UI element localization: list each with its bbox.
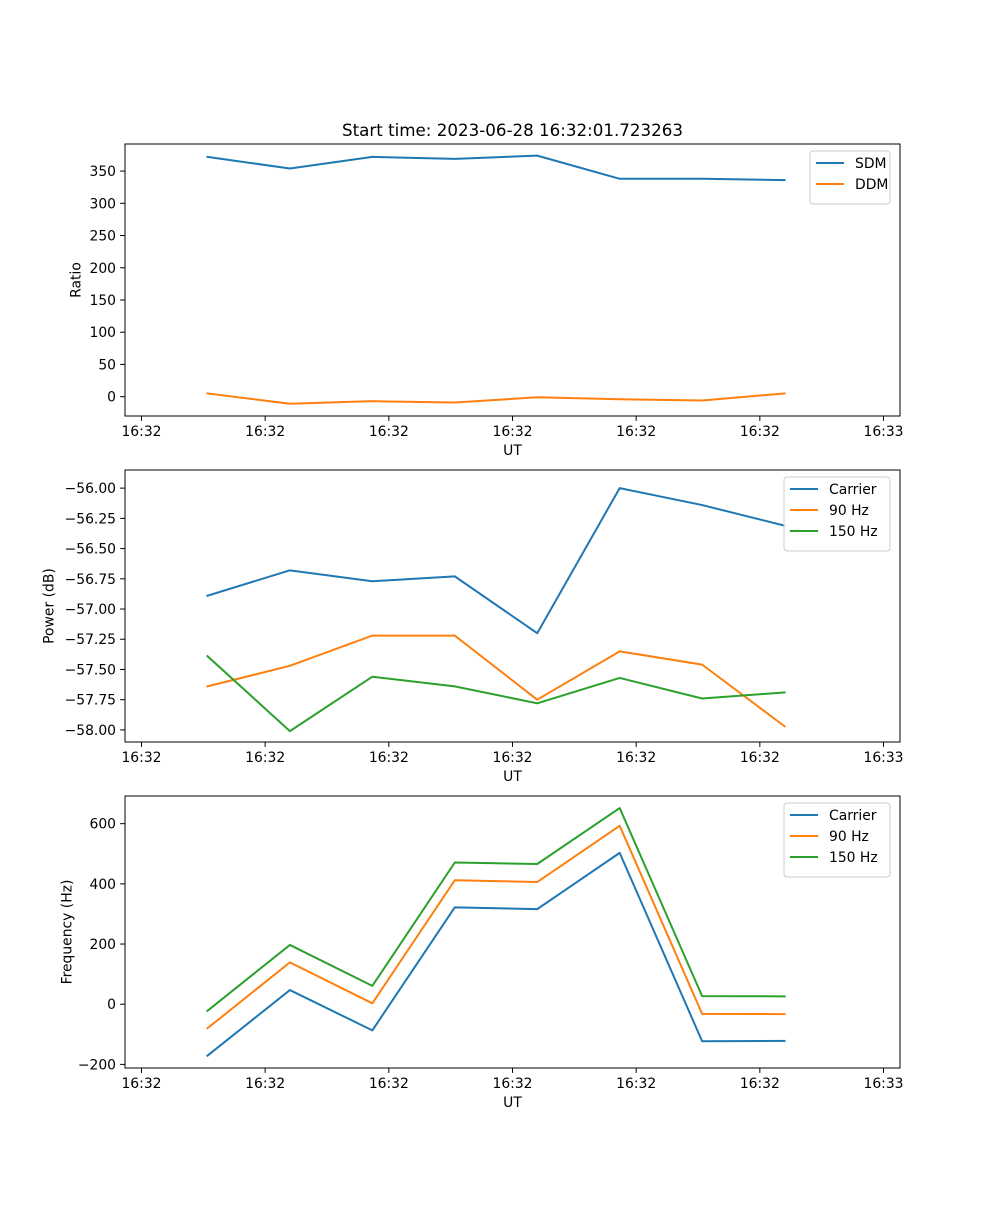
x-tick-label: 16:33 (863, 1076, 903, 1092)
y-tick-label: −56.25 (65, 511, 116, 527)
series-lines (206, 154, 786, 405)
legend-label: DDM (855, 177, 888, 193)
y-tick-label: 150 (89, 293, 116, 309)
series-line-1 (206, 392, 786, 405)
legend-box (783, 802, 891, 878)
legend-box (809, 150, 891, 205)
y-tick-label: 50 (98, 357, 116, 373)
series-line-2 (206, 654, 786, 733)
x-tick-label: 16:33 (863, 424, 903, 440)
x-axis: 16:32 16:32 16:32 16:32 16:32 16:32 16:33 UT (121, 1068, 904, 1111)
y-tick-label: −57.50 (65, 662, 116, 678)
y-axis: −200 0 200 400 600 Frequency (Hz) (59, 817, 125, 1073)
x-tick-label: 16:32 (616, 1076, 656, 1092)
y-tick-label: −200 (78, 1057, 116, 1073)
y-axis: 0 50 100 150 200 250 300 350 Ratio (68, 164, 125, 406)
legend-label: 150 Hz (829, 524, 878, 540)
x-tick-label: 16:33 (863, 750, 903, 766)
x-tick-label: 16:32 (492, 750, 532, 766)
y-tick-label: −56.50 (65, 542, 116, 558)
legend: Carrier 90 Hz 150 Hz (783, 476, 891, 552)
x-axis-label: UT (503, 1095, 522, 1111)
figure-title: Start time: 2023-06-28 16:32:01.723263 (342, 120, 683, 140)
x-tick-label: 16:32 (740, 424, 780, 440)
x-axis: 16:32 16:32 16:32 16:32 16:32 16:32 16:33 UT (121, 742, 904, 785)
y-axis-label: Power (dB) (42, 568, 58, 644)
series-line-1 (206, 634, 786, 728)
x-tick-label: 16:32 (616, 424, 656, 440)
y-tick-label: 200 (89, 937, 116, 953)
series-line-0 (206, 851, 786, 1058)
y-tick-label: 100 (89, 325, 116, 341)
x-axis-label: UT (503, 443, 522, 459)
x-tick-label: 16:32 (492, 424, 532, 440)
legend-label: Carrier (829, 808, 877, 824)
y-tick-label: −57.75 (65, 693, 116, 709)
y-axis-label: Ratio (68, 262, 84, 298)
y-tick-label: 250 (89, 229, 116, 245)
series-line-0 (206, 487, 786, 635)
x-tick-label: 16:32 (492, 1076, 532, 1092)
legend-label: 90 Hz (829, 829, 869, 845)
x-tick-label: 16:32 (740, 1076, 780, 1092)
legend-label: Carrier (829, 482, 877, 498)
y-tick-label: 300 (89, 196, 116, 212)
x-tick-label: 16:32 (740, 750, 780, 766)
y-tick-label: −57.25 (65, 632, 116, 648)
series-line-1 (206, 824, 786, 1030)
series-lines (206, 487, 786, 733)
x-tick-label: 16:32 (369, 424, 409, 440)
x-tick-label: 16:32 (245, 750, 285, 766)
y-tick-label: 400 (89, 877, 116, 893)
y-tick-label: 0 (107, 997, 116, 1013)
x-tick-label: 16:32 (369, 750, 409, 766)
x-tick-label: 16:32 (121, 1076, 161, 1092)
y-tick-label: −56.00 (65, 481, 116, 497)
x-tick-label: 16:32 (121, 750, 161, 766)
legend: Carrier 90 Hz 150 Hz (783, 802, 891, 878)
y-tick-label: 350 (89, 164, 116, 180)
series-line-0 (206, 154, 786, 182)
x-tick-label: 16:32 (245, 424, 285, 440)
panel-3: 16:32 16:32 16:32 16:32 16:32 16:32 16:33 UT −20… (59, 795, 904, 1111)
legend-label: SDM (855, 156, 887, 172)
chart-panels: 16:32 16:32 16:32 16:32 16:32 16:32 16:33 UT 0 50… (42, 143, 904, 1111)
y-axis: −58.00 −57.75 −57.50 −57.25 −57.00 −56.75 −56.… (42, 481, 125, 739)
legend-label: 90 Hz (829, 503, 869, 519)
series-lines (206, 807, 786, 1058)
x-axis-label: UT (503, 769, 522, 785)
x-tick-label: 16:32 (121, 424, 161, 440)
legend-box (783, 476, 891, 552)
y-tick-label: −57.00 (65, 602, 116, 618)
y-axis-label: Frequency (Hz) (59, 880, 75, 985)
y-tick-label: 200 (89, 261, 116, 277)
y-tick-label: 0 (107, 390, 116, 406)
y-tick-label: −56.75 (65, 572, 116, 588)
x-tick-label: 16:32 (616, 750, 656, 766)
legend-label: 150 Hz (829, 850, 878, 866)
legend: SDM DDM (809, 150, 891, 205)
x-axis: 16:32 16:32 16:32 16:32 16:32 16:32 16:33 UT (121, 416, 904, 459)
panel-2: 16:32 16:32 16:32 16:32 16:32 16:32 16:33 UT −58… (42, 469, 904, 785)
panel-1: 16:32 16:32 16:32 16:32 16:32 16:32 16:33 UT 0 50… (68, 143, 904, 459)
y-tick-label: −58.00 (65, 723, 116, 739)
y-tick-label: 600 (89, 817, 116, 833)
x-tick-label: 16:32 (369, 1076, 409, 1092)
x-tick-label: 16:32 (245, 1076, 285, 1092)
series-line-2 (206, 807, 786, 1013)
